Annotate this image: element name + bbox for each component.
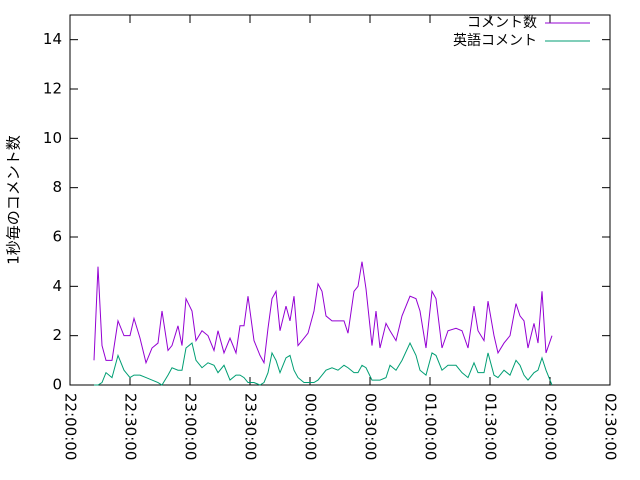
y-tick-label: 12 (43, 80, 62, 98)
series-line (94, 341, 553, 386)
series-line (93, 261, 553, 365)
legend-label: コメント数 (467, 15, 537, 31)
y-tick-label: 0 (52, 376, 62, 394)
y-tick-label: 8 (52, 178, 62, 196)
y-tick-label: 2 (52, 326, 62, 344)
x-tick-label: 22:30:00 (122, 393, 140, 460)
x-tick-label: 00:00:00 (302, 393, 320, 460)
x-tick-label: 01:30:00 (482, 393, 500, 460)
x-tick-label: 01:00:00 (422, 393, 440, 460)
x-tick-label: 23:00:00 (182, 393, 200, 460)
legend-label: 英語コメント (453, 32, 537, 49)
y-tick-label: 14 (43, 30, 62, 48)
y-tick-label: 10 (43, 129, 62, 147)
x-tick-label: 22:00:00 (62, 393, 80, 460)
y-axis-label: 1秒毎のコメント数 (5, 135, 23, 265)
plot-frame (69, 14, 611, 386)
y-tick-label: 4 (52, 277, 62, 295)
x-tick-label: 00:30:00 (362, 393, 380, 460)
x-tick-label: 02:00:00 (542, 393, 560, 460)
x-tick-label: 02:30:00 (602, 393, 620, 460)
x-tick-label: 23:30:00 (242, 393, 260, 460)
y-tick-label: 6 (52, 228, 62, 246)
